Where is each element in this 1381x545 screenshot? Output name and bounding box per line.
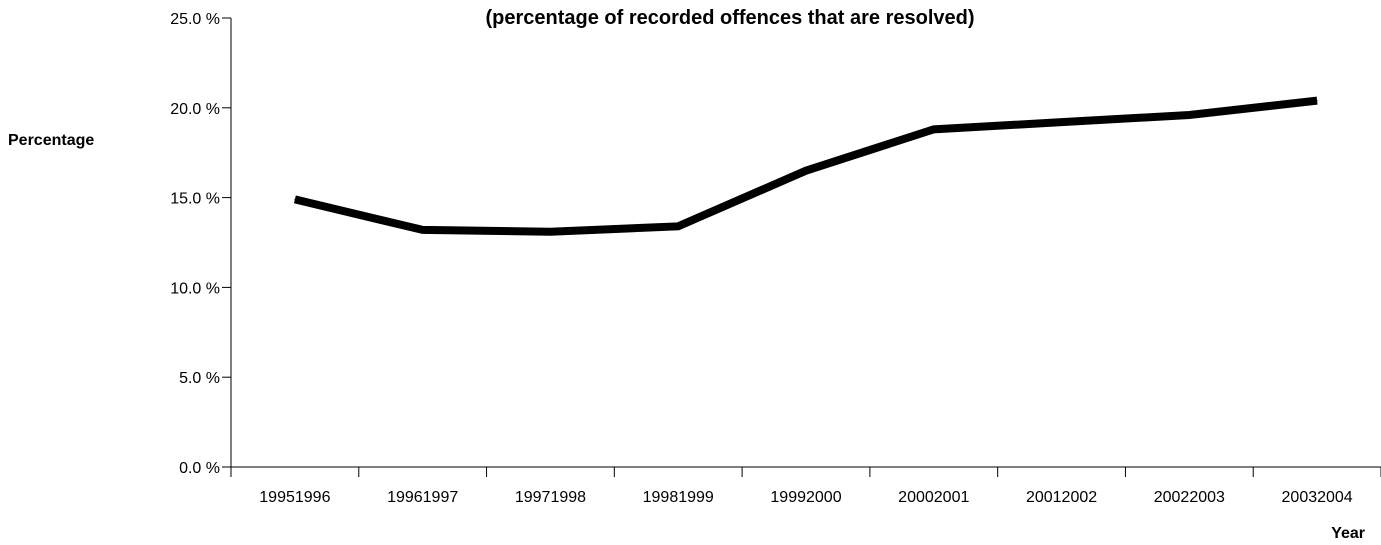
series-line — [293, 96, 1318, 236]
y-tick-label: 10.0 % — [170, 280, 220, 297]
data-point — [1188, 114, 1190, 116]
y-tick-label: 20.0 % — [170, 101, 220, 118]
data-point — [1316, 100, 1318, 102]
data-point — [294, 198, 296, 200]
chart-title: (percentage of recorded offences that ar… — [485, 7, 974, 29]
data-point — [549, 231, 551, 233]
x-tick-label: 19981999 — [643, 489, 714, 506]
x-tick-label: 19971998 — [515, 489, 586, 506]
y-axis-title: Percentage — [8, 132, 94, 149]
x-tick-label: 19951996 — [259, 489, 330, 506]
x-tick-label: 20012002 — [1026, 489, 1097, 506]
x-tick-label: 20032004 — [1282, 489, 1353, 506]
y-tick-label: 15.0 % — [170, 191, 220, 208]
data-point — [677, 225, 679, 227]
data-point — [422, 229, 424, 231]
data-point — [805, 170, 807, 172]
x-tick-label: 20022003 — [1154, 489, 1225, 506]
x-axis-ticks: 19951996 19961997 19971998 19981999 19992000… — [230, 467, 1381, 506]
x-tick-label: 19961997 — [387, 489, 458, 506]
data-point — [933, 128, 935, 130]
y-tick-label: 25.0 % — [170, 11, 220, 28]
x-tick-label: 19992000 — [770, 489, 841, 506]
y-axis-ticks: 0.0 % 5.0 % 10.0 % 15.0 % 20.0 % 25.0 % — [170, 11, 231, 477]
y-tick-label: 5.0 % — [179, 370, 220, 387]
y-tick-label: 0.0 % — [179, 460, 220, 477]
x-axis-title: Year — [1331, 525, 1365, 542]
x-tick-label: 20002001 — [898, 489, 969, 506]
series-group — [293, 96, 1318, 236]
data-point — [1061, 121, 1063, 123]
